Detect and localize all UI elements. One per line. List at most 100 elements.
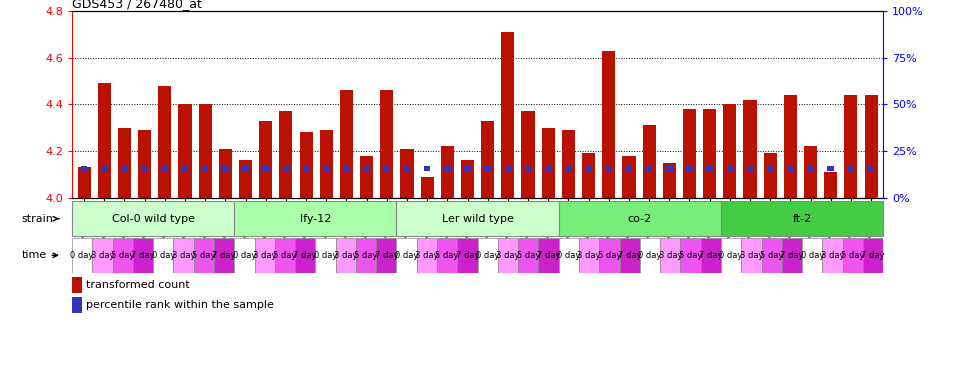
Bar — [404, 166, 410, 171]
Bar — [461, 160, 474, 198]
Text: strain: strain — [21, 214, 59, 224]
Bar — [138, 130, 152, 198]
Bar — [254, 238, 275, 273]
Text: 3 day: 3 day — [821, 251, 844, 260]
Text: 3 day: 3 day — [659, 251, 682, 260]
Bar — [72, 277, 82, 293]
Bar — [559, 201, 721, 236]
Text: 7 day: 7 day — [537, 251, 561, 260]
Text: 0 day: 0 day — [638, 251, 661, 260]
Bar — [275, 238, 295, 273]
Bar — [396, 201, 559, 236]
Bar — [234, 238, 254, 273]
Bar — [81, 166, 87, 171]
Text: 7 day: 7 day — [861, 251, 885, 260]
Bar — [383, 166, 390, 171]
Bar — [323, 166, 329, 171]
Text: 5 day: 5 day — [841, 251, 864, 260]
Bar — [417, 238, 437, 273]
Bar — [396, 238, 417, 273]
Text: 7 day: 7 day — [780, 251, 804, 260]
Text: 0 day: 0 day — [70, 251, 94, 260]
Bar — [761, 238, 781, 273]
Bar — [626, 166, 633, 171]
Text: 5 day: 5 day — [192, 251, 215, 260]
Bar — [179, 104, 192, 198]
Bar — [315, 238, 336, 273]
Bar — [302, 166, 309, 171]
Bar — [582, 153, 595, 198]
Bar — [562, 130, 575, 198]
Bar — [465, 166, 470, 171]
Bar — [121, 166, 128, 171]
Text: percentile rank within the sample: percentile rank within the sample — [86, 300, 275, 310]
Bar — [360, 156, 373, 198]
Bar — [763, 153, 777, 198]
Bar — [457, 238, 478, 273]
Bar — [639, 238, 660, 273]
Bar — [282, 166, 289, 171]
Bar — [234, 201, 396, 236]
Bar — [485, 166, 491, 171]
Bar — [376, 238, 396, 273]
Bar — [320, 130, 333, 198]
Text: 0 day: 0 day — [719, 251, 743, 260]
Bar — [262, 166, 269, 171]
Bar — [161, 166, 168, 171]
Text: 5 day: 5 day — [111, 251, 134, 260]
Text: co-2: co-2 — [628, 214, 652, 224]
Bar — [781, 238, 803, 273]
Bar — [602, 51, 615, 198]
Text: 7 day: 7 day — [699, 251, 723, 260]
Bar — [101, 166, 108, 171]
Bar — [363, 166, 370, 171]
Text: 7 day: 7 day — [456, 251, 479, 260]
Bar — [98, 83, 110, 198]
Text: 0 day: 0 day — [557, 251, 581, 260]
Bar — [202, 166, 208, 171]
Bar — [803, 238, 823, 273]
Bar — [242, 166, 249, 171]
Text: 0 day: 0 day — [801, 251, 824, 260]
Bar — [279, 111, 293, 198]
Bar — [72, 238, 92, 273]
Text: 3 day: 3 day — [172, 251, 195, 260]
Text: 3 day: 3 day — [334, 251, 357, 260]
Bar — [112, 238, 132, 273]
Bar — [823, 238, 843, 273]
Bar — [336, 238, 356, 273]
Text: time: time — [21, 250, 58, 260]
Bar — [681, 238, 701, 273]
Text: 3 day: 3 day — [252, 251, 276, 260]
Bar — [727, 166, 733, 171]
Bar — [599, 238, 619, 273]
Bar — [295, 238, 315, 273]
Text: 0 day: 0 day — [395, 251, 419, 260]
Bar — [701, 238, 721, 273]
Bar — [807, 166, 814, 171]
Bar — [703, 109, 716, 198]
Bar — [666, 166, 673, 171]
Bar — [848, 166, 854, 171]
Bar — [340, 90, 353, 198]
Bar — [478, 238, 498, 273]
Bar — [78, 167, 90, 198]
Bar — [843, 238, 863, 273]
Bar — [845, 95, 857, 198]
Bar — [707, 166, 713, 171]
Text: 5 day: 5 day — [436, 251, 459, 260]
Text: 0 day: 0 day — [314, 251, 337, 260]
Bar — [72, 298, 82, 313]
Text: 0 day: 0 day — [232, 251, 256, 260]
Bar — [865, 95, 877, 198]
Bar — [783, 95, 797, 198]
Bar — [743, 100, 756, 198]
Bar — [498, 238, 518, 273]
Text: 0 day: 0 day — [476, 251, 499, 260]
Text: 5 day: 5 day — [516, 251, 540, 260]
Bar — [181, 166, 188, 171]
Bar — [565, 166, 572, 171]
Bar — [525, 166, 531, 171]
Bar — [356, 238, 376, 273]
Bar — [239, 160, 252, 198]
